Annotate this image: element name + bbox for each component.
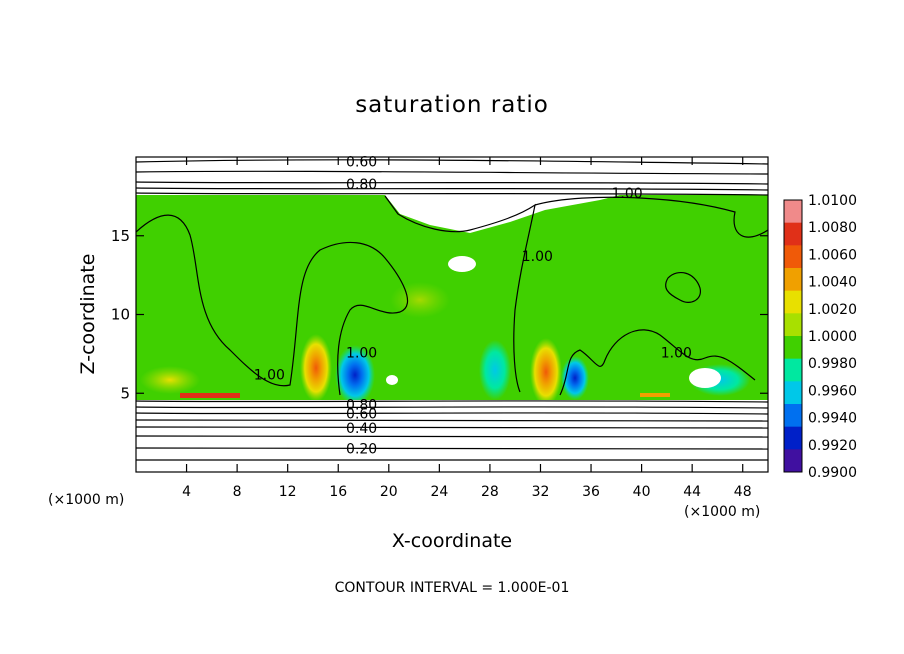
chart-title: saturation ratio bbox=[355, 92, 549, 118]
x-tick-label: 24 bbox=[430, 484, 448, 500]
contour-label: 1.00 bbox=[254, 367, 285, 383]
colorbar-label: 0.9980 bbox=[808, 356, 857, 372]
contour-line-bottom-e bbox=[136, 426, 768, 429]
contour-1.00-west bbox=[136, 214, 409, 396]
anomaly-warm-east bbox=[530, 338, 562, 406]
anomaly-cold-center bbox=[479, 340, 511, 400]
contour-lines bbox=[136, 159, 768, 461]
colorbar-swatch bbox=[784, 336, 802, 360]
x-unit-right: (×1000 m) bbox=[684, 504, 760, 520]
contour-line-bottom-b bbox=[136, 406, 768, 409]
contour-line-top-d bbox=[136, 187, 768, 191]
y-axis: 5 10 15 bbox=[111, 227, 768, 402]
contour-label: 0.60 bbox=[346, 407, 377, 423]
heatmap-field bbox=[136, 195, 768, 472]
colorbar-label: 1.0080 bbox=[808, 220, 857, 236]
x-axis: 4 8 12 16 20 24 28 32 36 40 44 48 bbox=[182, 157, 752, 500]
colorbar-label: 0.9960 bbox=[808, 383, 857, 399]
colorbar-label: 0.9940 bbox=[808, 411, 857, 427]
y-axis-title: Z-coordinate bbox=[77, 254, 99, 375]
edge-warm-east bbox=[640, 393, 670, 397]
colorbar-label: 1.0060 bbox=[808, 247, 857, 263]
colorbar-swatch bbox=[784, 313, 802, 337]
contour-label: 0.80 bbox=[346, 397, 377, 413]
colorbar-swatch bbox=[784, 268, 802, 292]
edge-warm-west bbox=[180, 393, 240, 398]
field-top-gap bbox=[385, 195, 620, 233]
gap-hole-a bbox=[448, 256, 476, 272]
contour-line-bottom-a bbox=[136, 400, 768, 403]
contour-labels: 0.600.801.001.001.001.001.000.800.600.40… bbox=[254, 155, 692, 458]
contour-line-bottom-c bbox=[136, 412, 768, 415]
contour-label: 1.00 bbox=[522, 249, 553, 265]
colorbar-swatch bbox=[784, 358, 802, 382]
contour-label: 0.20 bbox=[346, 441, 377, 457]
x-tick-label: 8 bbox=[233, 484, 242, 500]
x-tick-label: 48 bbox=[734, 484, 752, 500]
x-tick-label: 32 bbox=[532, 484, 550, 500]
contour-label: 0.80 bbox=[346, 177, 377, 193]
colorbar-label: 1.0040 bbox=[808, 275, 857, 291]
anomaly-warm-west bbox=[300, 334, 332, 402]
colorbar-swatch bbox=[784, 222, 802, 246]
contour-1.00-far-east bbox=[559, 329, 756, 396]
contour-label: 0.60 bbox=[346, 155, 377, 171]
anomaly-cold-west bbox=[335, 345, 375, 405]
contour-line-bottom-f bbox=[136, 435, 768, 438]
contour-1.00-east bbox=[534, 196, 768, 238]
x-tick-label: 40 bbox=[633, 484, 651, 500]
colorbar-label: 1.0020 bbox=[808, 302, 857, 318]
colorbar-label: 0.9920 bbox=[808, 438, 857, 454]
colorbar-swatch bbox=[784, 404, 802, 428]
y-tick-label: 10 bbox=[111, 306, 130, 324]
contour-line-top-e bbox=[136, 192, 768, 196]
contour-label: 0.40 bbox=[346, 421, 377, 437]
x-tick-label: 36 bbox=[582, 484, 600, 500]
colorbar-label: 1.0000 bbox=[808, 329, 857, 345]
y-tick-label: 5 bbox=[120, 384, 130, 402]
colorbar: 1.0100 1.0080 1.0060 1.0040 1.0020 1.0000 0.99… bbox=[783, 193, 857, 481]
contour-line-bottom-d bbox=[136, 419, 768, 422]
contour-line-bottom-h bbox=[136, 459, 768, 461]
y-tick-label: 15 bbox=[111, 227, 130, 245]
colorbar-swatch bbox=[784, 426, 802, 450]
gap-hole-c bbox=[386, 375, 398, 385]
colorbar-swatch bbox=[784, 245, 802, 269]
x-tick-label: 12 bbox=[279, 484, 297, 500]
x-tick-label: 20 bbox=[380, 484, 398, 500]
contour-1.00-central bbox=[384, 195, 536, 393]
colorbar-frame bbox=[783, 199, 803, 473]
contour-line-top-a bbox=[136, 159, 768, 165]
gap-hole-b bbox=[689, 368, 721, 388]
colorbar-swatch bbox=[784, 200, 802, 224]
x-tick-label: 44 bbox=[683, 484, 701, 500]
colorbar-swatch bbox=[784, 381, 802, 405]
colorbar-label: 1.0100 bbox=[808, 193, 857, 209]
colorbar-swatch bbox=[784, 449, 802, 473]
contour-1.00-loop bbox=[665, 271, 702, 303]
contour-label: 1.00 bbox=[611, 186, 642, 202]
colorbar-swatch bbox=[784, 290, 802, 314]
x-tick-label: 4 bbox=[182, 484, 191, 500]
contour-line-top-c bbox=[136, 181, 768, 185]
contour-interval-note: CONTOUR INTERVAL = 1.000E-01 bbox=[335, 580, 570, 596]
contour-label: 1.00 bbox=[346, 345, 377, 361]
x-tick-label: 28 bbox=[481, 484, 499, 500]
contour-line-bottom-g bbox=[136, 447, 768, 450]
contour-line-top-b bbox=[136, 170, 768, 175]
anomaly-yellow-west bbox=[140, 366, 200, 394]
x-tick-label: 16 bbox=[329, 484, 347, 500]
contour-label: 1.00 bbox=[661, 345, 692, 361]
x-unit-left: (×1000 m) bbox=[48, 492, 124, 508]
x-axis-title: X-coordinate bbox=[392, 530, 512, 552]
colorbar-label: 0.9900 bbox=[808, 465, 857, 481]
